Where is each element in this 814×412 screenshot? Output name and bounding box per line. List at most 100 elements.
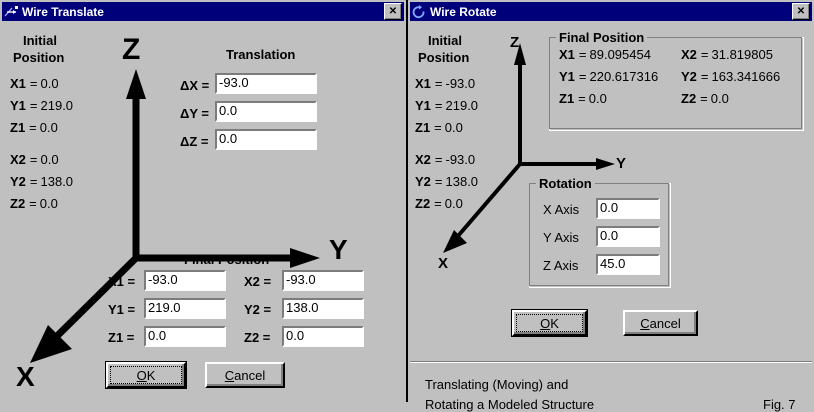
- rotate-circular-arrow-icon: [411, 4, 427, 19]
- rotate-initial-row-x2: X2 = -93.0: [415, 152, 475, 167]
- translate-window-title: Wire Translate: [22, 4, 104, 19]
- delta-x-input[interactable]: -93.0: [215, 73, 317, 94]
- rotate-titlebar[interactable]: Wire Rotate ✕: [410, 2, 812, 21]
- rotate-initial-key-x1: X1: [415, 76, 431, 91]
- rotate-initial-key-y1: Y1: [415, 98, 431, 113]
- translate-cancel-button[interactable]: Cancel: [205, 362, 285, 388]
- translate-initial-row-x2: X2 = 0.0: [10, 152, 59, 167]
- caption-separator: [410, 362, 812, 363]
- rotate-cancel-label: Cancel: [640, 315, 681, 331]
- rotate-final-key-x1: X1: [559, 47, 575, 62]
- rotate-final-row-y1: Y1 = 220.617316: [559, 69, 658, 84]
- translate-initial-key-x2: X2: [10, 152, 26, 167]
- rotate-final-eq-z2: =: [700, 91, 708, 106]
- rotation-z-axis-input[interactable]: 45.0: [596, 254, 660, 275]
- rotate-final-eq-y2: =: [700, 69, 709, 84]
- final-x2-input[interactable]: -93.0: [282, 270, 364, 291]
- translate-close-button[interactable]: ✕: [384, 3, 402, 20]
- rotate-ok-button[interactable]: OK: [512, 310, 587, 336]
- rotation-heading: Rotation: [536, 176, 595, 191]
- rotate-initial-eq-z2: =: [434, 196, 442, 211]
- translate-initial-key-z2: Z2: [10, 196, 26, 211]
- rotate-initial-eq-y1: =: [434, 98, 443, 113]
- rotate-final-eq-z1: =: [578, 91, 586, 106]
- translate-initial-value-x2: 0.0: [40, 152, 59, 167]
- translate-client-area: Z Y X Initial Position X1 = 0.0 Y1 = 219…: [2, 21, 404, 400]
- translate-initial-eq-z1: =: [29, 120, 37, 135]
- rotate-close-button[interactable]: ✕: [792, 3, 810, 20]
- rotate-final-value-y1: 220.617316: [589, 69, 659, 84]
- translation-heading: Translation: [226, 47, 296, 62]
- close-icon: ✕: [796, 5, 806, 17]
- rotate-final-row-x1: X1 = 89.095454: [559, 47, 651, 62]
- final-y1-input[interactable]: 219.0: [144, 298, 226, 319]
- rotate-window-title: Wire Rotate: [430, 4, 497, 19]
- wire-translate-window: Wire Translate ✕ Z Y X Initial Position …: [0, 0, 408, 402]
- translate-initial-row-x1: X1 = 0.0: [10, 76, 59, 91]
- translate-initial-row-y2: Y2 = 138.0: [10, 174, 73, 189]
- rotate-initial-eq-y2: =: [434, 174, 443, 189]
- rotate-ok-label: OK: [540, 315, 559, 331]
- translate-initial-eq-z2: =: [29, 196, 37, 211]
- final-z2-input[interactable]: 0.0: [282, 326, 364, 347]
- delta-z-input[interactable]: 0.0: [215, 129, 317, 150]
- rotation-x-axis-label: X Axis: [543, 202, 580, 217]
- delta-x-label: ΔX =: [180, 78, 210, 93]
- rotate-initial-row-x1: X1 = -93.0: [415, 76, 475, 91]
- rotate-final-row-x2: X2 = 31.819805: [681, 47, 773, 62]
- translate-initial-value-y1: 219.0: [40, 98, 74, 113]
- translate-arrow-icon: [3, 4, 19, 19]
- rotate-initial-key-x2: X2: [415, 152, 431, 167]
- rotate-initial-row-z1: Z1 = 0.0: [415, 120, 463, 135]
- rotation-group: Rotation: [529, 176, 671, 288]
- translate-ok-button[interactable]: OK: [106, 362, 186, 388]
- close-icon: ✕: [388, 5, 398, 17]
- translate-cancel-label: Cancel: [224, 367, 266, 383]
- translate-initial-eq-y1: =: [29, 98, 38, 113]
- ok-focus-rect: [110, 366, 182, 384]
- translate-initial-value-z1: 0.0: [39, 120, 58, 135]
- translate-initial-eq-x2: =: [29, 152, 38, 167]
- final-z2-label: Z2 =: [244, 330, 271, 345]
- rotate-initial-key-z2: Z2: [415, 196, 431, 211]
- rotate-initial-row-y2: Y2 = 138.0: [415, 174, 478, 189]
- rotate-initial-value-x2: -93.0: [445, 152, 476, 167]
- final-z1-input[interactable]: 0.0: [144, 326, 226, 347]
- translate-titlebar[interactable]: Wire Translate ✕: [2, 2, 404, 21]
- rotate-final-row-y2: Y2 = 163.341666: [681, 69, 780, 84]
- rotate-cancel-button[interactable]: Cancel: [623, 310, 698, 336]
- caption-separator-shadow: [410, 361, 812, 362]
- final-y1-label: Y1 =: [108, 302, 136, 317]
- translate-final-position-heading: Final Position: [184, 252, 270, 267]
- translate-initial-row-y1: Y1 = 219.0: [10, 98, 73, 113]
- rotate-initial-position-heading-line2: Position: [418, 50, 470, 65]
- translate-initial-value-x1: 0.0: [40, 76, 59, 91]
- rotation-x-axis-input[interactable]: 0.0: [596, 198, 660, 219]
- final-z1-label: Z1 =: [108, 330, 135, 345]
- rotate-final-key-x2: X2: [681, 47, 697, 62]
- translate-initial-key-x1: X1: [10, 76, 26, 91]
- rotate-final-value-x2: 31.819805: [711, 47, 773, 62]
- delta-y-input[interactable]: 0.0: [215, 101, 317, 122]
- translate-ok-label: OK: [136, 367, 156, 383]
- rotate-axis-label-x: X: [438, 255, 449, 272]
- translate-initial-row-z2: Z2 = 0.0: [10, 196, 58, 211]
- axis-label-z: Z: [122, 33, 141, 66]
- rotate-final-value-z1: 0.0: [588, 91, 607, 106]
- rotate-final-value-z2: 0.0: [710, 91, 729, 106]
- rotate-final-eq-y1: =: [578, 69, 587, 84]
- delta-z-label: ΔZ =: [180, 134, 209, 149]
- rotation-y-axis-input[interactable]: 0.0: [596, 226, 660, 247]
- final-x1-input[interactable]: -93.0: [144, 270, 226, 291]
- translate-initial-eq-y2: =: [29, 174, 38, 189]
- final-y2-input[interactable]: 138.0: [282, 298, 364, 319]
- rotate-final-row-z1: Z1 = 0.0: [559, 91, 607, 106]
- rotate-initial-value-z2: 0.0: [444, 196, 463, 211]
- final-y2-label: Y2 =: [244, 302, 272, 317]
- translate-initial-key-z1: Z1: [10, 120, 26, 135]
- axis-label-y: Y: [329, 234, 348, 265]
- rotate-initial-eq-z1: =: [434, 120, 442, 135]
- rotate-initial-value-y1: 219.0: [445, 98, 479, 113]
- rotate-initial-key-z1: Z1: [415, 120, 431, 135]
- axis-label-x: X: [16, 361, 35, 392]
